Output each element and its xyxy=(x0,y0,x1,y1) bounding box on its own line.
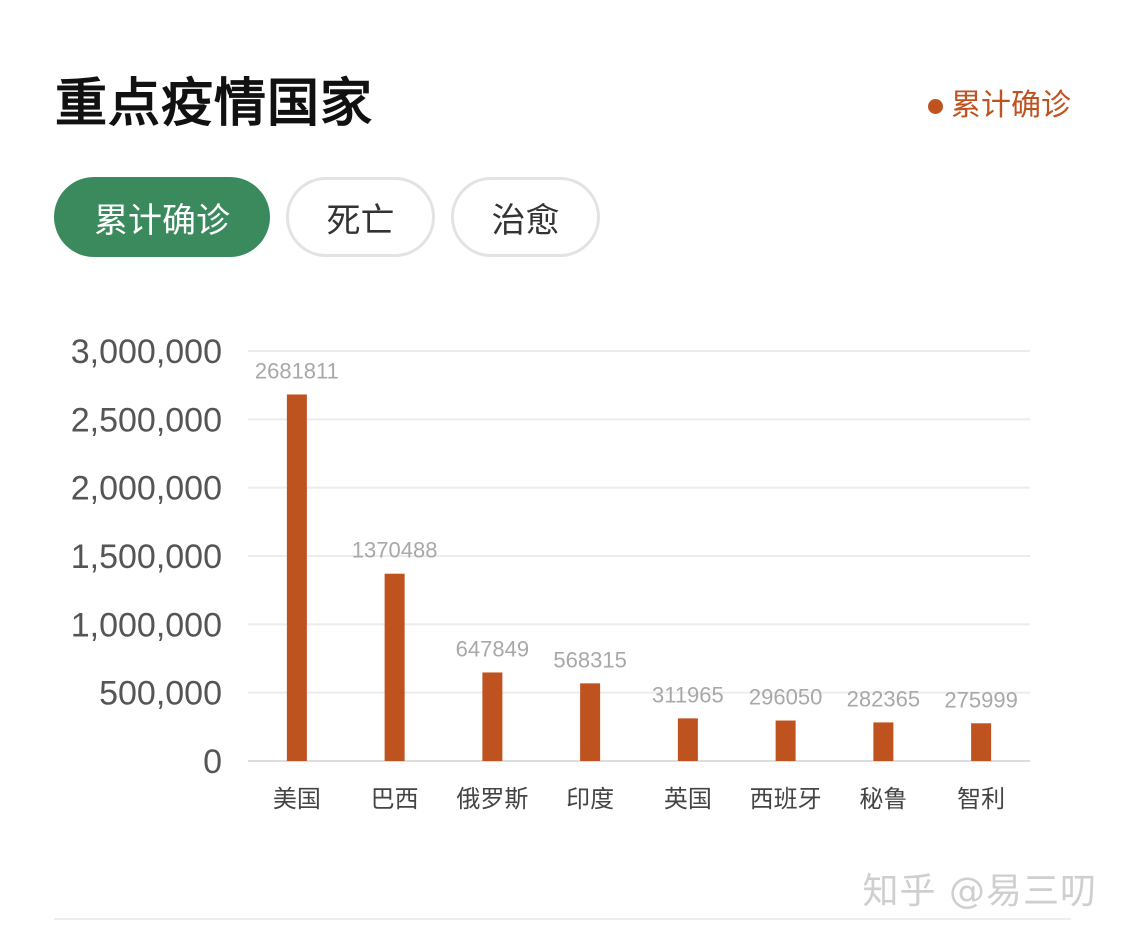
tab-recovered[interactable]: 治愈 xyxy=(451,177,600,257)
y-tick-label: 0 xyxy=(203,743,222,781)
data-label: 647849 xyxy=(456,636,529,661)
legend-dot-icon xyxy=(928,98,943,114)
divider xyxy=(54,918,1071,920)
data-label: 2681811 xyxy=(255,358,339,383)
x-tick-label: 英国 xyxy=(664,785,712,813)
y-tick-label: 1,000,000 xyxy=(71,606,222,644)
watermark: 知乎 @易三叨 xyxy=(862,871,1097,912)
data-label: 282365 xyxy=(847,686,920,711)
data-label: 1370488 xyxy=(352,538,438,563)
x-tick-label: 西班牙 xyxy=(750,785,822,813)
bar xyxy=(775,720,796,761)
y-tick-label: 500,000 xyxy=(99,675,222,713)
x-tick-label: 巴西 xyxy=(371,785,419,813)
metric-tabs: 累计确诊 死亡 治愈 xyxy=(54,177,600,257)
x-tick-label: 印度 xyxy=(566,785,614,813)
bar xyxy=(971,723,992,761)
page-title: 重点疫情国家 xyxy=(55,74,374,134)
bar xyxy=(873,722,894,761)
y-tick-label: 2,000,000 xyxy=(71,470,222,508)
y-tick-label: 2,500,000 xyxy=(71,401,222,439)
data-label: 568315 xyxy=(553,647,626,672)
tab-deaths[interactable]: 死亡 xyxy=(286,177,435,257)
data-label: 275999 xyxy=(944,687,1017,712)
bar-chart: 0 500,000 1,000,000 1,500,000 2,000,000 2,500… xyxy=(71,333,1030,813)
data-label: 311965 xyxy=(652,682,724,707)
x-tick-label: 俄罗斯 xyxy=(456,785,528,813)
x-tick-label: 智利 xyxy=(957,785,1005,813)
bar xyxy=(482,672,503,761)
bar xyxy=(384,573,405,761)
bar xyxy=(580,683,601,761)
y-tick-label: 1,500,000 xyxy=(71,538,222,576)
bar xyxy=(286,394,307,761)
chart-legend[interactable]: 累计确诊 xyxy=(928,86,1071,126)
data-label: 296050 xyxy=(749,685,822,710)
y-tick-label: 3,000,000 xyxy=(71,333,222,371)
x-tick-label: 秘鲁 xyxy=(859,785,907,813)
x-tick-label: 美国 xyxy=(273,785,321,813)
bar xyxy=(677,718,698,761)
legend-label: 累计确诊 xyxy=(951,88,1071,123)
tab-confirmed[interactable]: 累计确诊 xyxy=(54,177,270,257)
